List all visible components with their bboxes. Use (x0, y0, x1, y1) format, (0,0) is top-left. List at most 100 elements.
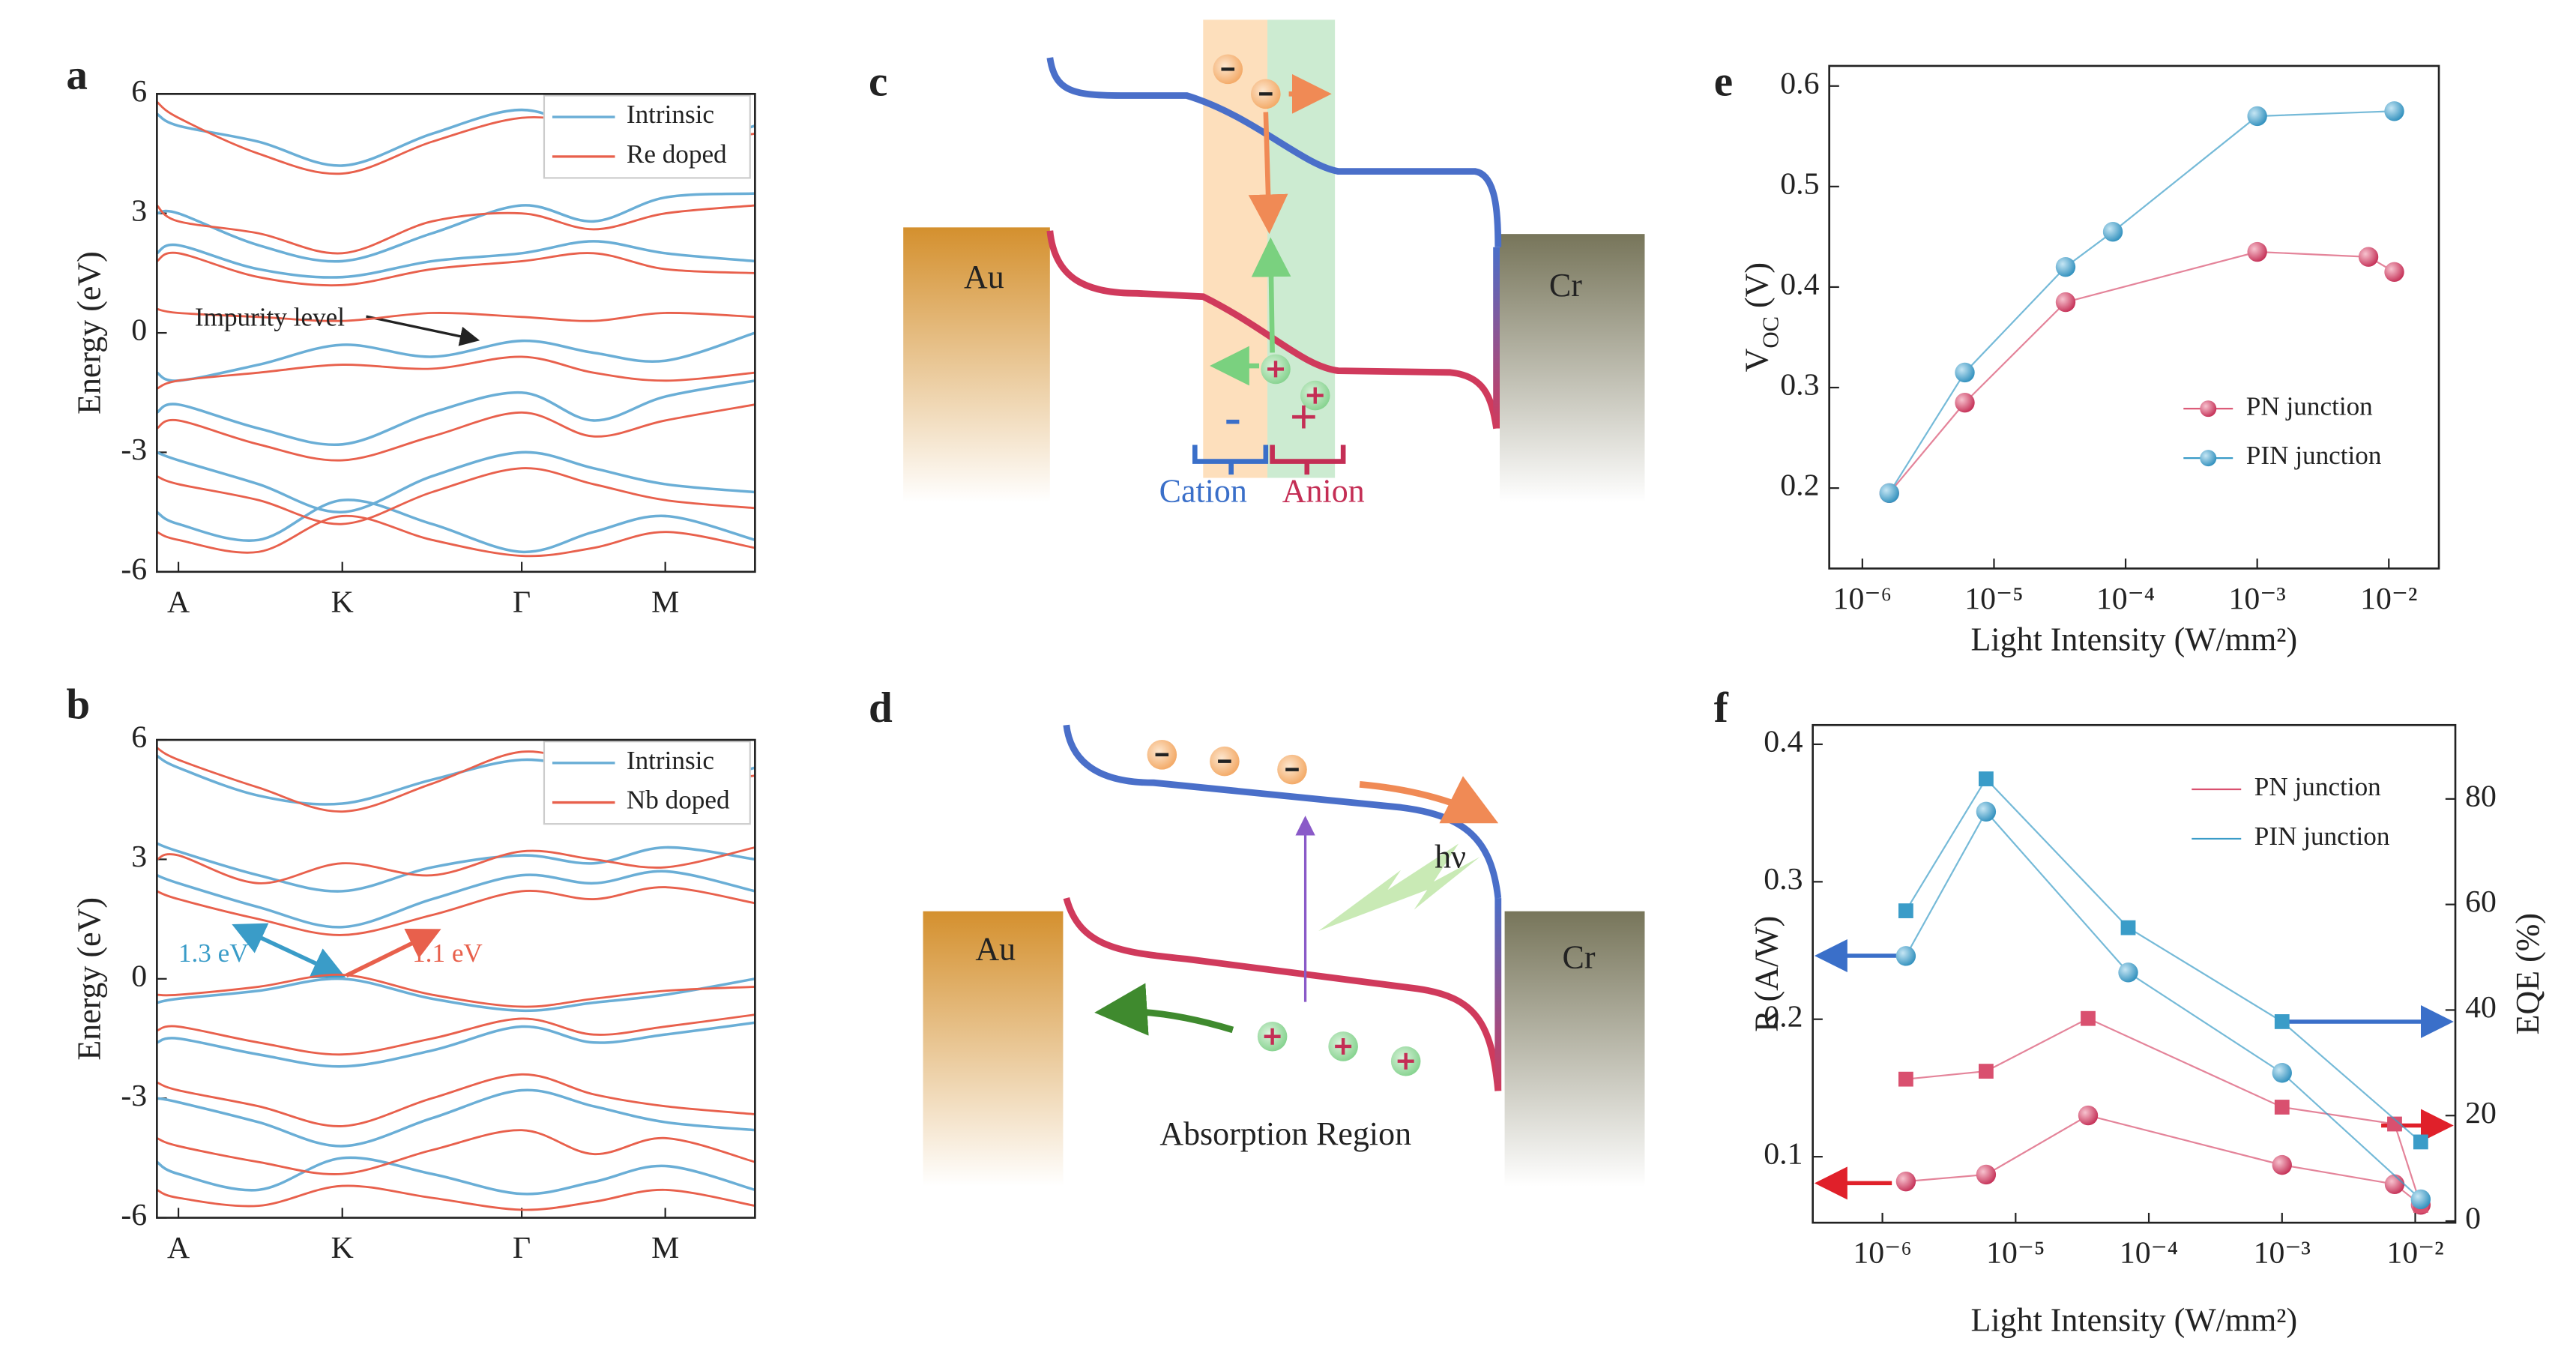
band-line (157, 1088, 755, 1148)
marker (2384, 101, 2404, 121)
au-electrode (923, 911, 1064, 1187)
annotation: 1.3 eV (178, 938, 249, 968)
band-edge (1493, 247, 1500, 429)
y-axis-label-sub: OC (1758, 316, 1783, 349)
y-tick-label: 0.4 (1764, 725, 1803, 759)
annotation-arrow (232, 923, 346, 979)
plot-frame (1828, 64, 2440, 570)
band-line (157, 251, 755, 287)
x-tick-label: M (651, 1231, 679, 1265)
band-edge (1494, 898, 1502, 1091)
band-line (157, 973, 755, 1008)
marker (1898, 1071, 1913, 1087)
diagram-d (923, 724, 1645, 1187)
arrow (1359, 776, 1499, 824)
x-tick-label: K (331, 1231, 354, 1265)
marker (2081, 1010, 2096, 1026)
y-tick-label: 0.3 (1764, 862, 1803, 897)
y-tick-label: -3 (121, 433, 147, 467)
band-line (157, 467, 755, 525)
band-line (157, 379, 755, 447)
x-tick-label: A (167, 1231, 190, 1265)
y-axis-label: R (A/W) (1749, 916, 1785, 1032)
anion-label: Anion (1282, 473, 1365, 510)
x-tick-label: A (167, 585, 190, 619)
marker (1955, 362, 1975, 383)
bracket (1270, 445, 1346, 475)
x-tick-label: 10⁻² (2360, 582, 2417, 616)
y-tick-label: 0.2 (1764, 999, 1803, 1034)
band-line (157, 1013, 755, 1056)
charge-sign (1264, 1028, 1414, 1070)
panel-label: b (66, 681, 90, 728)
x-axis-label: Light Intensity (W/mm²) (1971, 1301, 2298, 1338)
band-line (157, 451, 755, 513)
marker (2078, 1105, 2099, 1126)
legend-box (543, 94, 751, 179)
au-electrode (903, 227, 1050, 503)
panel-label: a (66, 52, 88, 99)
y-tick-label: -6 (121, 552, 147, 586)
bracket (1192, 445, 1269, 475)
annotation-arrow (345, 929, 441, 977)
x-tick-label: 10⁻⁴ (2120, 1236, 2178, 1271)
cr-electrode (1499, 234, 1645, 503)
y2-tick-label: 60 (2465, 885, 2497, 919)
diagram-c (903, 19, 1645, 503)
y-tick-label: 0.1 (1764, 1137, 1803, 1172)
x-tick-label: 10⁻⁵ (1964, 582, 2023, 616)
band-line (157, 977, 755, 1013)
conduction-band (1063, 724, 1502, 899)
y-tick-label: -3 (121, 1079, 147, 1113)
legend-label: PIN junction (2246, 441, 2382, 470)
band-line (157, 1156, 755, 1196)
y-axis-label: Energy (eV) (71, 251, 108, 415)
series-line (1905, 1017, 2422, 1206)
band-line (157, 1073, 755, 1127)
y2-tick-label: 0 (2465, 1202, 2481, 1236)
band-line (157, 204, 755, 255)
x-tick-label: M (651, 585, 679, 619)
y-axis-label: Energy (eV) (71, 897, 108, 1061)
y-tick-label: 3 (131, 840, 147, 874)
marker (2384, 1174, 2405, 1194)
marker (1979, 771, 1994, 786)
marker (2055, 292, 2076, 313)
y-tick-label: 6 (131, 74, 147, 109)
valence-band (1046, 230, 1500, 430)
marker (1895, 946, 1916, 966)
legend-box (543, 741, 751, 825)
photon (1318, 843, 1480, 932)
arrow (1094, 983, 1234, 1036)
band-line (157, 240, 755, 279)
x-tick-label: 10⁻³ (2254, 1236, 2311, 1271)
marker (2274, 1014, 2290, 1029)
marker (2120, 920, 2136, 935)
marker (2102, 222, 2123, 242)
panel-label: c (869, 58, 887, 105)
marker (2387, 1116, 2402, 1132)
annotation: Impurity level (195, 303, 345, 332)
y-tick-label: 0.3 (1780, 368, 1819, 403)
band-line (157, 514, 755, 558)
legend-label: PIN junction (2254, 822, 2390, 851)
sign: + (1290, 390, 1318, 445)
electrode-label: Cr (1549, 267, 1582, 304)
marker (1879, 483, 1899, 504)
band-line (157, 498, 755, 554)
y-tick-label: 0 (131, 313, 147, 348)
electrode-label: Au (975, 931, 1016, 968)
legend-label: Intrinsic (627, 100, 714, 129)
marker (1898, 903, 1913, 918)
marker (2274, 1100, 2290, 1115)
panel-label: e (1714, 58, 1733, 105)
cr-electrode (1504, 911, 1645, 1187)
legend-label: PN junction (2246, 391, 2373, 421)
marker (2055, 256, 2076, 277)
band-line (157, 870, 755, 929)
x-tick-label: Γ (513, 585, 531, 619)
legend-marker (2200, 400, 2217, 418)
band-line (157, 1021, 755, 1068)
marker (1976, 801, 1997, 822)
